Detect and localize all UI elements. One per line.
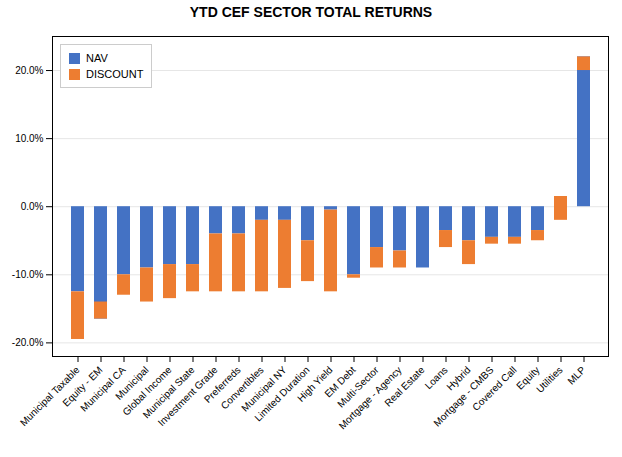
svg-text:Municipal State: Municipal State xyxy=(140,364,197,421)
svg-text:MLP: MLP xyxy=(565,364,588,387)
svg-text:Municipal NY: Municipal NY xyxy=(239,364,289,414)
svg-text:Utilities: Utilities xyxy=(534,364,565,395)
svg-text:Preferreds: Preferreds xyxy=(201,364,243,405)
svg-text:0.0%: 0.0% xyxy=(21,201,44,212)
svg-text:Equity: Equity xyxy=(514,364,542,392)
svg-text:Equity - EM: Equity - EM xyxy=(60,364,105,409)
svg-text:-20.0%: -20.0% xyxy=(12,337,44,348)
svg-text:Mortgage - Agency: Mortgage - Agency xyxy=(336,364,404,432)
html-text:DISCOUNT: DISCOUNT xyxy=(86,68,144,80)
svg-text:-10.0%: -10.0% xyxy=(12,269,44,280)
html-text:NAV: NAV xyxy=(86,52,108,64)
svg-text:Investment Grade: Investment Grade xyxy=(155,364,220,429)
svg-text:Municipal: Municipal xyxy=(113,364,151,402)
svg-text:Loans: Loans xyxy=(422,364,450,392)
svg-text:Hybrid: Hybrid xyxy=(444,364,473,393)
svg-text:Multi-Sector: Multi-Sector xyxy=(335,364,381,410)
svg-text:Real Estate: Real Estate xyxy=(382,364,427,409)
svg-text:20.0%: 20.0% xyxy=(15,65,43,76)
svg-text:Covered Call: Covered Call xyxy=(470,364,519,413)
svg-text:EM Debt: EM Debt xyxy=(322,364,358,400)
svg-text:10.0%: 10.0% xyxy=(15,133,43,144)
svg-text:Limited Duration: Limited Duration xyxy=(252,364,312,424)
svg-text:Municipal Taxable: Municipal Taxable xyxy=(17,364,82,429)
svg-text:Municipal CA: Municipal CA xyxy=(78,364,128,414)
svg-text:High Yield: High Yield xyxy=(295,364,335,404)
svg-text:Mortgage - CMBS: Mortgage - CMBS xyxy=(431,364,496,429)
html-text:YTD CEF SECTOR TOTAL RETURNS: YTD CEF SECTOR TOTAL RETURNS xyxy=(189,4,433,20)
svg-text:Global Income: Global Income xyxy=(120,364,174,418)
svg-text:Convertibles: Convertibles xyxy=(218,364,266,412)
